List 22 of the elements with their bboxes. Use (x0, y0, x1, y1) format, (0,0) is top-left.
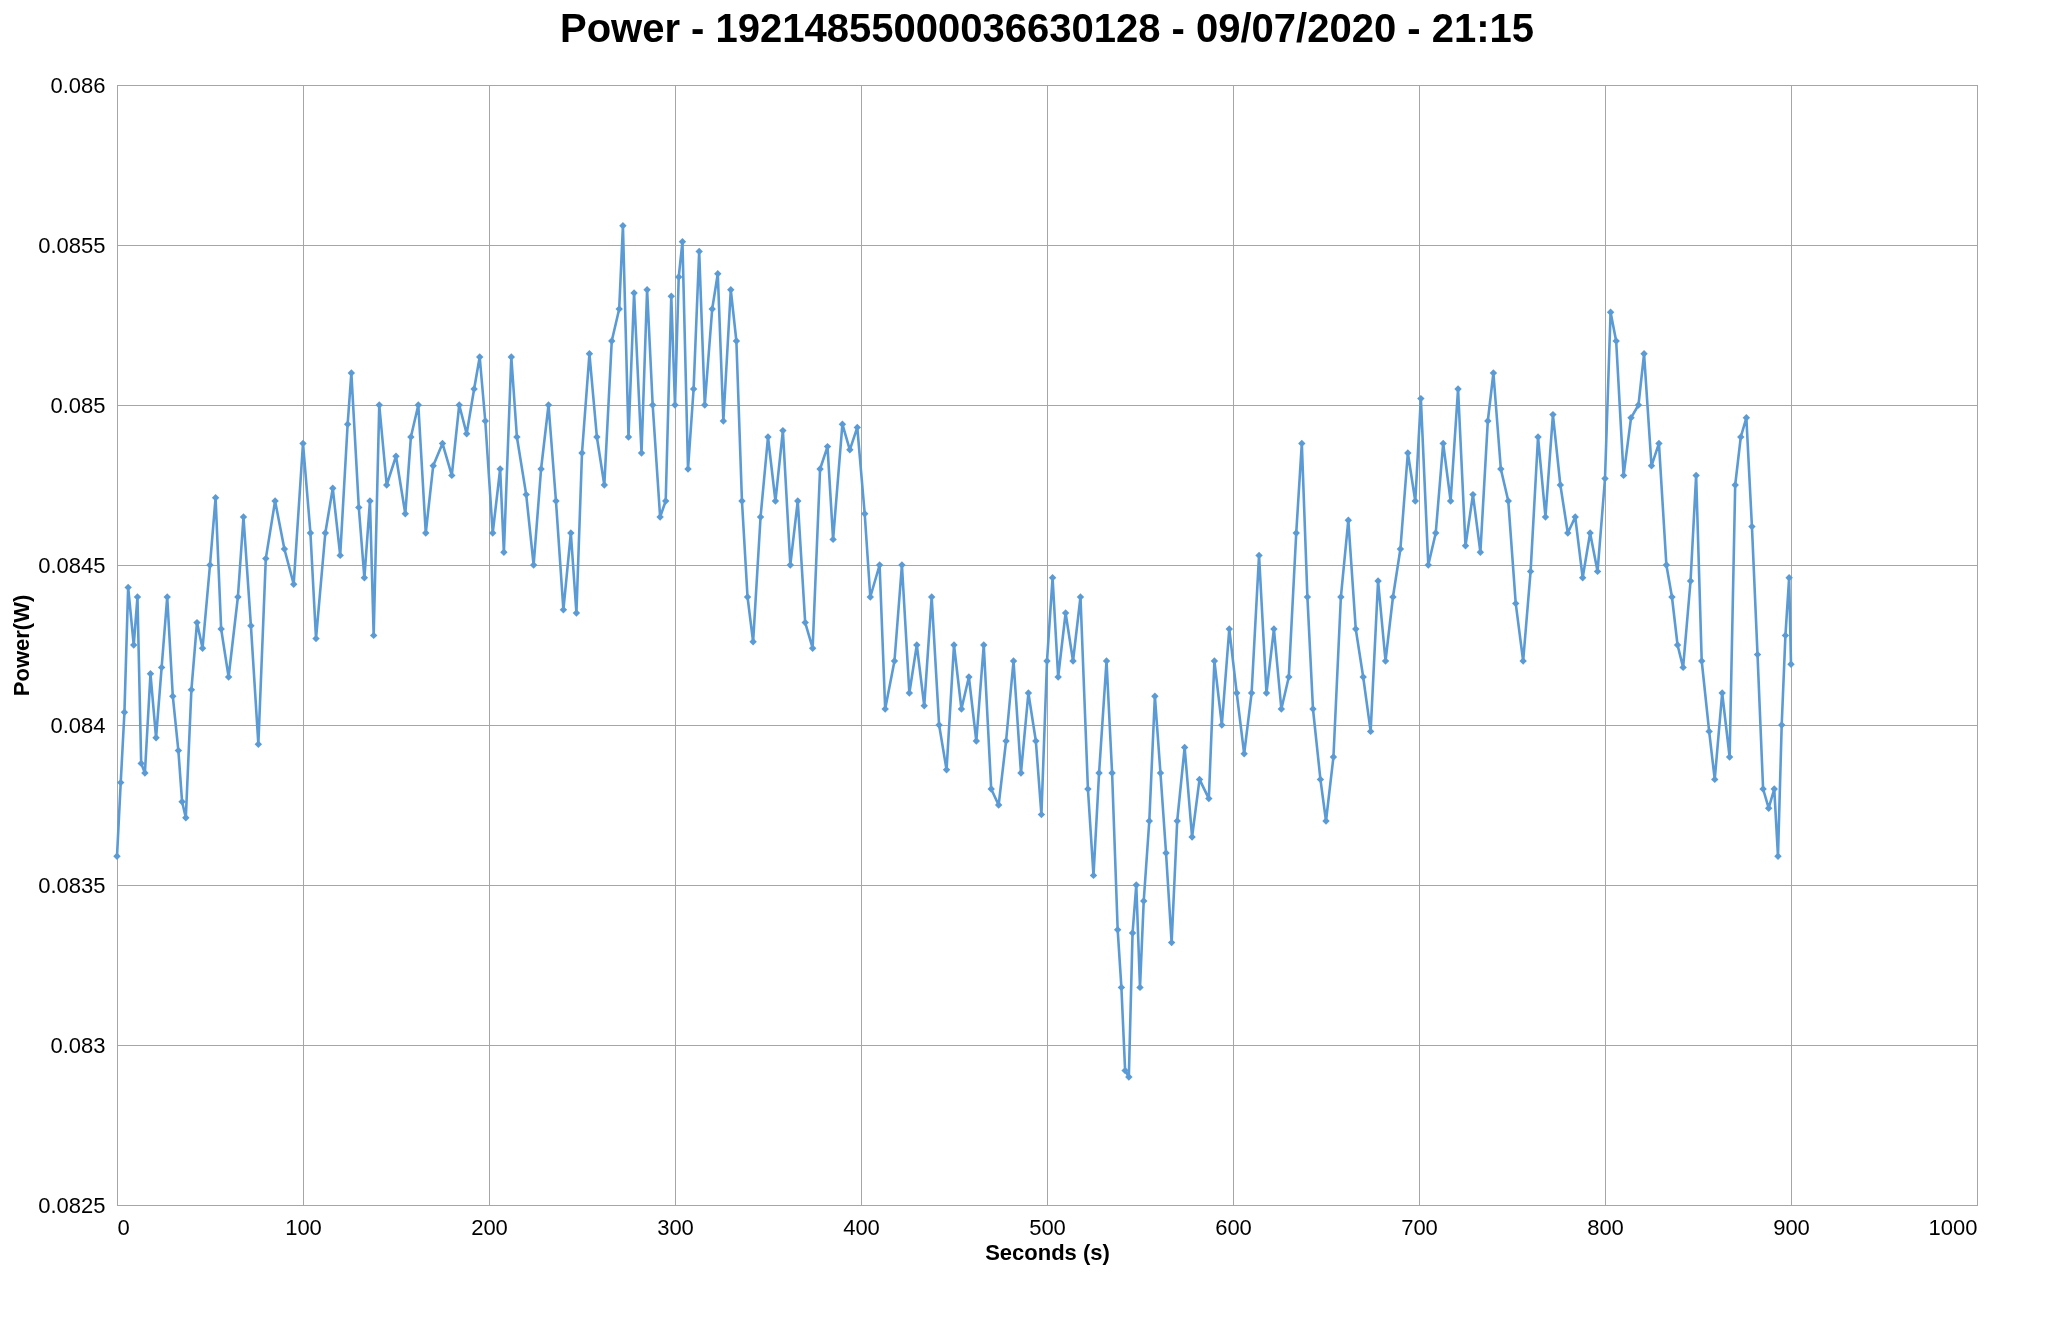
x-tick-label: 900 (1773, 1214, 1810, 1240)
chart-title: Power - 19214855000036630128 - 09/07/2020 - 21:15 (559, 6, 1535, 50)
y-tick-label: 0.083 (50, 1032, 106, 1058)
y-tick-label: 0.0835 (38, 872, 106, 898)
x-tick-label: 300 (657, 1214, 694, 1240)
y-axis-title: Power(W) (9, 594, 35, 697)
y-tick-label: 0.0855 (38, 232, 106, 258)
y-tick-label: 0.0825 (38, 1192, 106, 1218)
x-axis-title: Seconds (s) (985, 1239, 1110, 1265)
y-tick-label: 0.085 (50, 392, 106, 418)
y-tick-label: 0.086 (50, 72, 106, 98)
x-tick-label: 0 (117, 1214, 130, 1240)
x-tick-label: 100 (285, 1214, 322, 1240)
y-tick-label: 0.0845 (38, 552, 106, 578)
x-tick-label: 600 (1215, 1214, 1252, 1240)
x-tick-label: 800 (1587, 1214, 1624, 1240)
x-tick-label: 500 (1029, 1214, 1066, 1240)
x-tick-label: 1000 (1928, 1214, 1978, 1240)
x-tick-label: 400 (843, 1214, 880, 1240)
x-tick-label: 200 (471, 1214, 508, 1240)
y-tick-label: 0.084 (50, 712, 106, 738)
x-tick-label: 700 (1401, 1214, 1438, 1240)
